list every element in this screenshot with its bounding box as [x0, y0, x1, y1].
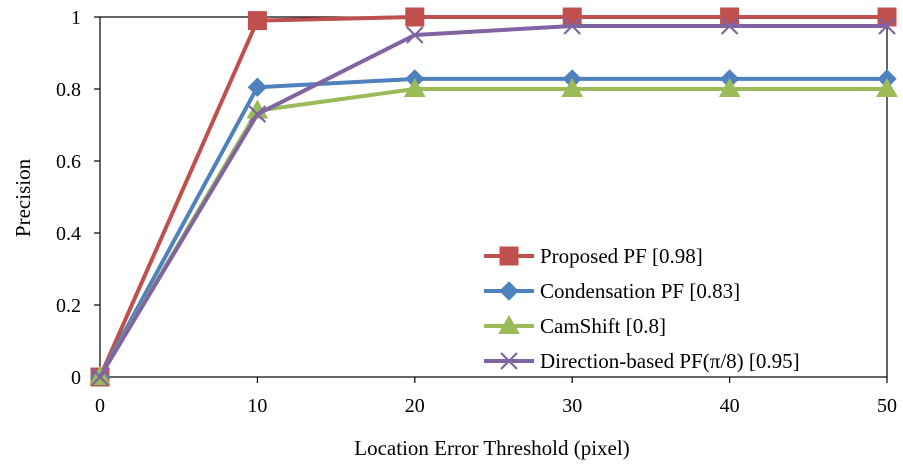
- series-point-square: [877, 7, 897, 27]
- series-point-x: [406, 26, 424, 44]
- legend-swatch-marker: [500, 352, 518, 370]
- series-point-x-stroke: [91, 368, 109, 386]
- series-point-triangle: [718, 77, 741, 97]
- legend-entry-x: Direction-based PF(π/8) [0.95]: [484, 349, 800, 373]
- legend: Proposed PF [0.98] Condensation PF [0.83]…: [484, 244, 800, 373]
- x-axis-title: Location Error Threshold (pixel): [354, 436, 629, 460]
- y-tick-label: 0.8: [56, 79, 81, 101]
- x-tick-label: 10: [247, 395, 267, 417]
- plot-frame: [99, 16, 888, 378]
- series-line-triangle: [98, 87, 889, 379]
- series-point-triangle: [561, 77, 584, 97]
- legend-swatch-marker: [499, 281, 519, 301]
- series-point-x: [248, 105, 267, 123]
- series-point-x: [878, 17, 896, 35]
- series-point-x-stroke: [720, 17, 739, 35]
- series-point-x-stroke: [878, 17, 896, 35]
- y-tick-label: 0: [71, 367, 81, 389]
- y-tick-label: 1: [71, 7, 81, 29]
- series-point-square: [247, 11, 267, 31]
- legend-label: Proposed PF [0.98]: [540, 244, 703, 268]
- legend-label: CamShift [0.8]: [540, 314, 666, 338]
- y-tick-label: 0.4: [56, 223, 81, 245]
- legend-label: Direction-based PF(π/8) [0.95]: [540, 349, 800, 373]
- series-line-diamond: [98, 76, 889, 379]
- legend-swatch-marker: [499, 246, 519, 266]
- y-tick-label: 0.6: [56, 151, 81, 173]
- series-point-square: [562, 7, 582, 27]
- plot-area: 00.20.40.60.810 10 20 30 40 50: [56, 7, 898, 417]
- legend-swatch-marker-stroke: [500, 352, 518, 370]
- series-line-x: [98, 24, 889, 379]
- y-tick-label: 0.2: [56, 295, 81, 317]
- x-tick-label: 40: [720, 395, 740, 417]
- x-tick-label: 50: [877, 395, 897, 417]
- series-point-x: [91, 368, 109, 386]
- legend-swatch-marker: [498, 314, 520, 334]
- y-axis-title: Precision: [11, 158, 35, 237]
- series-point-x-stroke: [563, 17, 581, 35]
- series-point-x-stroke: [248, 105, 267, 123]
- x-tick-label: 0: [95, 395, 105, 417]
- series-point-x: [563, 17, 581, 35]
- legend-entry-diamond: Condensation PF [0.83]: [484, 279, 740, 303]
- legend-entry-square: Proposed PF [0.98]: [484, 244, 703, 268]
- series-point-square: [405, 7, 425, 27]
- series-point-triangle: [403, 77, 426, 97]
- y-axis-title-group: Precision: [11, 158, 35, 237]
- legend-label: Condensation PF [0.83]: [540, 279, 740, 303]
- series-point-diamond: [247, 77, 268, 97]
- legend-entry-triangle: CamShift [0.8]: [484, 314, 666, 338]
- series-point-square: [720, 7, 740, 27]
- series-line-square: [98, 15, 889, 379]
- series-point-triangle: [876, 77, 898, 97]
- series-point-x-stroke: [406, 26, 424, 44]
- x-tick-label: 20: [405, 395, 425, 417]
- x-tick-label: 30: [562, 395, 582, 417]
- series-point-x: [720, 17, 739, 35]
